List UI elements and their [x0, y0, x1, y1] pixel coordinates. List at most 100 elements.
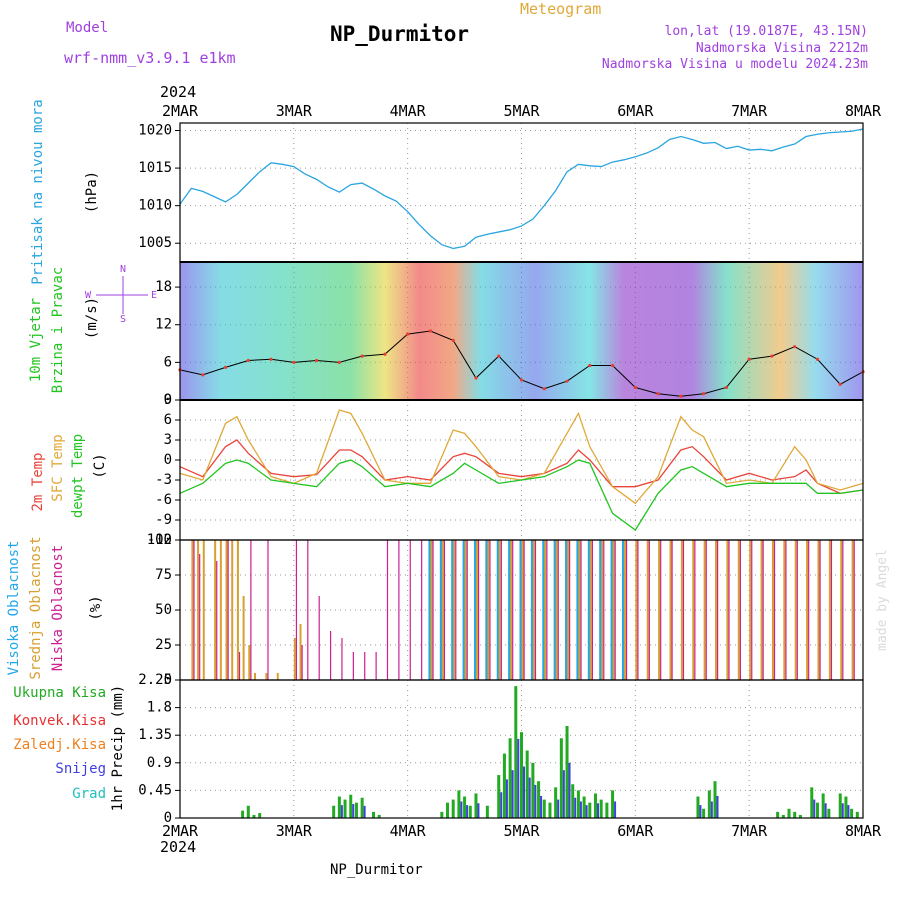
cloud-low-bar	[660, 540, 662, 680]
cloud-low-bar	[796, 540, 798, 680]
cloud-low-bar	[853, 540, 855, 680]
cloud-low-bar	[694, 540, 696, 680]
cloud-mid-bar	[692, 540, 695, 680]
cloud-low-bar	[546, 540, 548, 680]
y-tick-label: 0	[164, 672, 172, 688]
x-tick-label-bottom: 2MAR	[162, 822, 199, 840]
precip-total-bar	[451, 799, 455, 818]
y-tick-label: -12	[147, 532, 172, 548]
cloud-low-bar	[329, 631, 332, 680]
cloud-high-bar	[530, 540, 534, 680]
y-tick-label: 18	[155, 279, 172, 295]
precip-total-bar	[440, 811, 444, 818]
precip-snow-bar	[460, 801, 463, 818]
precip-total-bar	[787, 808, 791, 818]
y-tick-label: -3	[155, 472, 172, 488]
y-tick-label: 2.25	[138, 672, 172, 688]
precip-snow-bar	[824, 803, 827, 818]
precip-total-bar	[446, 802, 450, 818]
wind-speed-point	[201, 373, 205, 377]
precip-total-bar	[781, 814, 785, 818]
cloud-mid-bar	[276, 673, 279, 680]
cloud-high-bar	[428, 540, 432, 680]
cloud-mid-bar	[521, 540, 524, 680]
cloud-mid-bar	[726, 540, 729, 680]
cloud-high-bar	[508, 540, 512, 680]
precip-total-bar	[525, 750, 529, 818]
x-tick-label-top: 3MAR	[276, 102, 313, 120]
wind-speed-point	[383, 352, 387, 356]
cloud-mid-bar	[555, 540, 558, 680]
cloud-low-bar	[398, 540, 400, 680]
x-tick-label-bottom: 5MAR	[503, 822, 540, 840]
wind-legend-north: N	[120, 264, 126, 275]
model-label: Model	[66, 20, 109, 36]
y-tick-label: -6	[155, 492, 172, 508]
x-tick-label-top: 4MAR	[390, 102, 427, 120]
cloud-low-bar	[500, 540, 502, 680]
cloud-low-bar	[830, 540, 833, 680]
cloud-mid-bar	[236, 540, 239, 680]
precip-total-bar	[520, 732, 523, 818]
cloud-low-bar	[443, 540, 446, 680]
cloud-high-bar	[599, 540, 603, 680]
cloud-mid-bar	[265, 673, 268, 680]
wind-speed-point	[588, 363, 592, 368]
x-tick-label-top: 2MAR	[162, 102, 199, 120]
cloud-mid-bar	[737, 540, 740, 680]
wind-speed-point	[474, 376, 478, 380]
precip-snow-bar	[363, 805, 366, 818]
cloud-high-bar	[485, 540, 489, 680]
precip-snow-bar	[528, 777, 531, 818]
cloud-high-bar	[621, 540, 625, 680]
y-tick-label: 1.8	[147, 700, 172, 716]
wind-speed-point	[793, 345, 797, 349]
precip-total-bar	[776, 811, 780, 818]
y-tick-label: -9	[155, 512, 172, 528]
wind-speed-point	[770, 354, 774, 358]
cloud-low-bar	[238, 652, 241, 680]
wind-speed-point	[519, 378, 524, 382]
cloud-low-bar	[432, 540, 434, 680]
cloud-mid-bar	[771, 540, 774, 680]
precip-total-bar	[821, 793, 825, 818]
precip-snow-bar	[579, 801, 582, 818]
precip-total-bar	[593, 793, 597, 818]
y-tick-label: 12	[155, 317, 172, 333]
precip-snow-bar	[562, 770, 565, 818]
precip-total-bar	[463, 796, 467, 818]
cloud-low-bar	[808, 540, 810, 680]
cloud-mid-bar	[567, 540, 570, 680]
precip-total-bar	[713, 781, 717, 818]
precip-legend-item: Snijeg	[55, 761, 106, 777]
precip-snow-bar	[500, 792, 503, 818]
cloud-mid-bar	[623, 540, 626, 680]
wind-unit-label: (m/s)	[84, 297, 100, 339]
cloud-low-bar	[614, 540, 616, 680]
y-tick-label: 1015	[138, 160, 172, 176]
precip-snow-bar	[574, 797, 577, 818]
y-tick-label: 0	[164, 392, 172, 408]
sfc-temp-axis-label: SFC Temp	[50, 434, 66, 501]
cloud-low-bar	[227, 540, 229, 680]
wind-speed-point	[269, 357, 273, 361]
cloud-mid-bar	[703, 540, 706, 680]
wind-axis-label: 10m Vjetar	[28, 298, 44, 382]
cloud-low-bar	[307, 540, 309, 680]
year-top: 2024	[160, 83, 197, 101]
model-name: wrf-nmm_v3.9.1 e1km	[64, 49, 236, 67]
cloud-mid-bar	[783, 540, 786, 680]
cloud-mid-bar	[760, 540, 763, 680]
temp-2m-axis-label: 2m Temp	[30, 452, 46, 511]
precip-total-bar	[798, 814, 802, 818]
lonlat-label: lon,lat (19.0187E, 43.15N)	[664, 24, 869, 39]
cloud-mid-bar	[248, 645, 251, 680]
wind-speed-point	[451, 338, 455, 343]
wind-speed-point	[428, 329, 433, 333]
wind-speed-point	[633, 385, 637, 390]
x-tick-label-bottom: 4MAR	[390, 822, 427, 840]
model-elevation-label: Nadmorska Visina u modelu 2024.23m	[601, 57, 868, 72]
x-tick-label-top: 6MAR	[617, 102, 654, 120]
wind-speed-point	[656, 392, 660, 396]
cloud-mid-bar	[578, 540, 581, 680]
